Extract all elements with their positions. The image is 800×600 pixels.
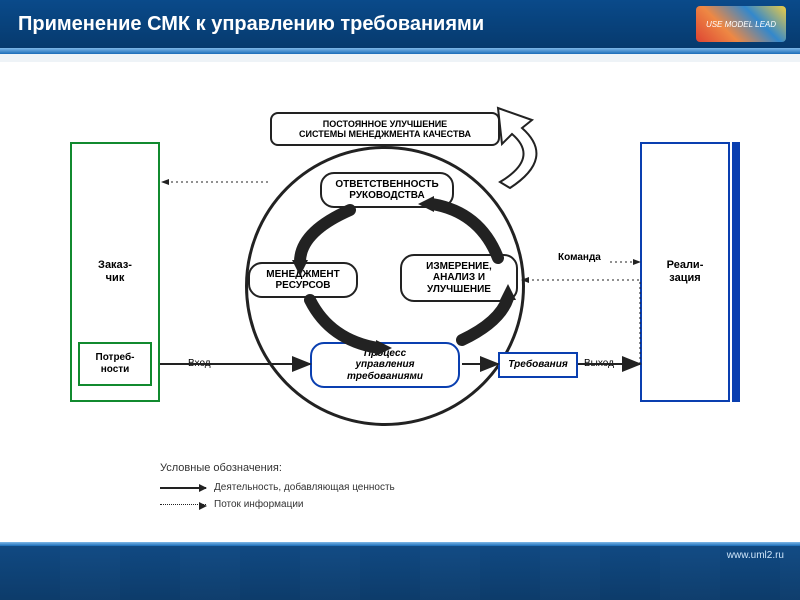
legend-info-label: Поток информации: [214, 499, 304, 510]
process-node: Процесс управления требованиями: [310, 342, 460, 388]
legend: Условные обозначения: Деятельность, доба…: [160, 462, 395, 516]
legend-title: Условные обозначения:: [160, 462, 395, 474]
improvement-banner: ПОСТОЯННОЕ УЛУЧШЕНИЕ СИСТЕМЫ МЕНЕДЖМЕНТА…: [270, 112, 500, 146]
legend-row-activity: Деятельность, добавляющая ценность: [160, 482, 395, 493]
team-label: Команда: [558, 252, 601, 263]
legend-activity-label: Деятельность, добавляющая ценность: [214, 482, 395, 493]
implementation-shadow-bar: [732, 142, 740, 402]
header: Применение СМК к управлению требованиями…: [0, 0, 800, 48]
diagram-canvas: Заказ- чик Потреб- ности Реали- зация ПО…: [0, 62, 800, 542]
legend-arrow-solid-icon: [160, 487, 206, 489]
legend-row-info: Поток информации: [160, 499, 395, 510]
measurement-label: ИЗМЕРЕНИЕ, АНАЛИЗ И УЛУЧШЕНИЕ: [426, 261, 492, 296]
process-label: Процесс управления требованиями: [347, 348, 423, 383]
page-title: Применение СМК к управлению требованиями: [18, 13, 484, 36]
requirements-node: Требования: [498, 352, 578, 378]
responsibility-label: ОТВЕТСТВЕННОСТЬ РУКОВОДСТВА: [335, 179, 438, 202]
output-label: Выход: [584, 358, 614, 369]
resources-label: МЕНЕДЖМЕНТ РЕСУРСОВ: [266, 269, 339, 292]
brand-logo: USE MODEL LEAD: [696, 6, 786, 42]
implementation-box: Реали- зация: [640, 142, 730, 402]
measurement-node: ИЗМЕРЕНИЕ, АНАЛИЗ И УЛУЧШЕНИЕ: [400, 254, 518, 302]
improvement-banner-label: ПОСТОЯННОЕ УЛУЧШЕНИЕ СИСТЕМЫ МЕНЕДЖМЕНТА…: [299, 119, 471, 140]
header-divider: [0, 48, 800, 54]
footer: www.uml2.ru: [0, 542, 800, 600]
requirements-label: Требования: [508, 359, 567, 371]
resources-node: МЕНЕДЖМЕНТ РЕСУРСОВ: [248, 262, 358, 298]
input-label: Вход: [188, 358, 211, 369]
needs-label: Потреб- ности: [96, 352, 135, 376]
footer-url: www.uml2.ru: [727, 550, 784, 561]
footer-body: www.uml2.ru: [0, 546, 800, 600]
customer-label: Заказ- чик: [98, 259, 132, 285]
legend-arrow-dotted-icon: [160, 504, 206, 505]
needs-box: Потреб- ности: [78, 342, 152, 386]
implementation-label: Реали- зация: [667, 259, 704, 285]
responsibility-node: ОТВЕТСТВЕННОСТЬ РУКОВОДСТВА: [320, 172, 454, 208]
